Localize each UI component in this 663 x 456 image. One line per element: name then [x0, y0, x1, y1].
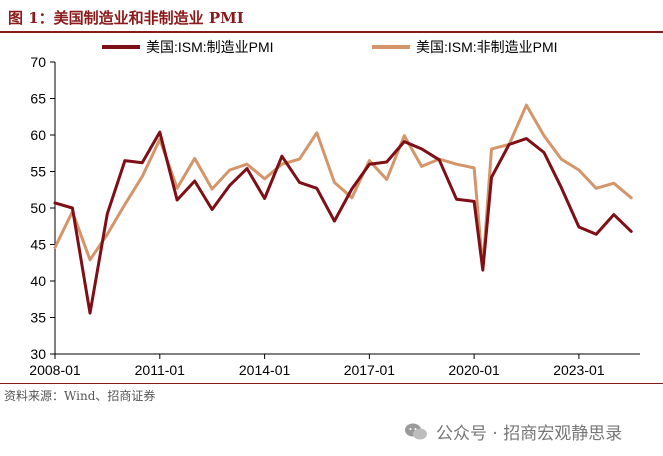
watermark-text: 公众号 · 招商宏观静思录 [436, 424, 623, 444]
legend: 美国:ISM:制造业PMI 美国:ISM:非制造业PMI [102, 39, 558, 55]
x-tick-label: 2020-01 [448, 362, 500, 378]
y-tick-label: 70 [30, 54, 46, 70]
y-axis: 30 35 40 45 50 55 60 65 70 [30, 54, 56, 362]
wechat-icon [405, 423, 427, 439]
y-tick-label: 40 [30, 273, 46, 289]
x-tick-label: 2014-01 [239, 362, 291, 378]
y-tick-label: 50 [30, 200, 46, 216]
y-tick-label: 55 [30, 164, 46, 180]
y-tick-label: 45 [30, 237, 46, 253]
y-tick-label: 65 [30, 91, 46, 107]
x-tick-label: 2017-01 [344, 362, 396, 378]
title-rule [0, 31, 663, 33]
figure-title: 图 1：美国制造业和非制造业 PMI [8, 9, 244, 27]
x-tick-label: 2023-01 [553, 362, 605, 378]
series-line-nonmanufacturing [53, 103, 633, 270]
y-tick-label: 30 [30, 346, 46, 362]
x-axis: 2008-01 2011-01 2014-01 2017-01 2020-01 2023-… [29, 353, 640, 378]
series-line-manufacturing [53, 130, 633, 315]
source-rule [0, 383, 663, 384]
pmi-line-chart: 美国:ISM:制造业PMI 美国:ISM:非制造业PMI 30 35 40 45 50 5… [29, 39, 640, 378]
x-tick-label: 2011-01 [135, 362, 186, 378]
y-tick-label: 60 [30, 127, 46, 143]
y-tick-label: 35 [30, 310, 46, 326]
legend-label-manufacturing: 美国:ISM:制造业PMI [146, 39, 274, 55]
legend-label-nonmanufacturing: 美国:ISM:非制造业PMI [416, 39, 558, 55]
watermark: 公众号 · 招商宏观静思录 [404, 419, 622, 444]
source-note: 资料来源：Wind、招商证券 [4, 389, 156, 403]
series-lines [53, 103, 633, 315]
x-tick-label: 2008-01 [29, 362, 81, 378]
